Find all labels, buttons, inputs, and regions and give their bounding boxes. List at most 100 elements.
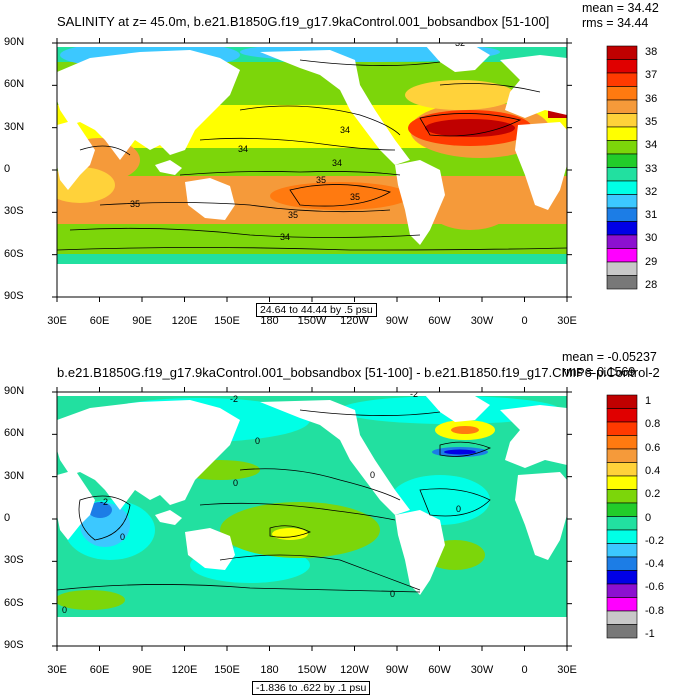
latitude-label: 0 [4,512,11,524]
bottom-colorbar-label: -0.6 [645,581,664,594]
top-colorbar-swatch [606,72,638,87]
longitude-label: 30W [470,664,494,676]
bottom-colorbar-swatch [606,475,638,490]
top-colorbar-label: 35 [645,115,658,128]
bottom-contour-label: -2 [230,394,238,404]
bottom-colorbar-label: -0.8 [645,604,664,617]
top-salinity-map: 32 34 34 34 35 35 35 35 34 [57,38,567,297]
longitude-label: 30W [470,315,494,327]
bottom-colorbar-swatch [606,583,638,598]
top-contour-label: 34 [280,232,290,242]
top-colorbar-label: 36 [645,92,658,105]
latitude-label: 90N [4,36,25,48]
longitude-label: 30E [47,315,67,327]
top-range-label: 24.64 to 44.44 by .5 psu [256,303,377,317]
top-south-pacific-core [270,182,410,210]
top-contour-label: 32 [455,38,465,48]
longitude-label: 120W [340,664,369,676]
latitude-label: 0 [4,163,11,175]
top-colorbar-label: 33 [645,162,658,175]
top-contour-label: 34 [238,144,248,154]
longitude-label: 180 [260,664,279,676]
bottom-rms-value: rms = 0.1569 [562,365,636,379]
latitude-label: 60N [4,78,25,91]
top-colorbar-swatch [606,221,638,236]
bottom-colorbar-swatch [606,435,638,450]
bottom-contour-label: 0 [255,436,260,446]
top-colorbar-swatch [606,99,638,114]
longitude-label: 90E [132,664,152,676]
bottom-contour-label: 0 [390,589,395,599]
latitude-label: 30S [4,205,24,218]
longitude-label: 90W [385,315,409,327]
top-colorbar-label: 28 [645,279,658,291]
longitude-label: 60E [89,664,110,676]
top-colorbar-swatch [606,113,638,128]
longitude-label: 60W [428,664,451,676]
top-contour-label: 35 [130,199,140,209]
longitude-label: 0 [521,664,528,676]
top-colorbar-swatch [606,126,638,141]
bottom-colorbar-swatch [606,597,638,612]
bottom-contour-label: 0 [233,478,238,488]
bottom-colorbar-swatch [606,610,638,625]
bottom-colorbar-swatch [606,516,638,531]
bottom-colorbar-label: 0 [645,511,652,524]
top-colorbar-label: 37 [645,69,658,82]
latitude-label: 60S [4,596,24,609]
top-colorbar-label: 34 [645,139,658,152]
top-colorbar-swatch [606,248,638,263]
top-antarctic-band [57,254,567,266]
colorbars [606,45,638,639]
bottom-colorbar-swatch [606,408,638,423]
latitude-label: 90S [4,290,24,302]
bottom-contour-label: 0 [62,605,67,615]
longitude-label: 150E [214,664,240,676]
latitude-label: 30N [4,469,25,482]
bottom-colorbar-swatch [606,543,638,558]
bottom-range-label: -1.836 to .622 by .1 psu [252,681,371,695]
longitude-label: 90W [385,664,409,676]
latitude-label: 90S [4,639,24,651]
longitude-label: 150W [297,315,327,327]
longitude-label: 60W [428,315,451,327]
longitude-label: 90E [132,315,152,327]
top-land [57,43,567,297]
top-contour-label: 35 [350,192,360,202]
longitude-label: 30E [47,664,67,676]
top-colorbar-label: 30 [645,232,658,245]
bottom-colorbar-label: 0.8 [645,418,661,431]
bottom-colorbar-swatch [606,556,638,571]
bottom-colorbar-swatch [606,448,638,463]
top-colorbar-swatch [606,207,638,222]
bottom-colorbar-swatch [606,502,638,517]
latitude-label: 60N [4,427,25,440]
bottom-colorbar-swatch [606,529,638,544]
longitude-label: 150W [297,664,327,676]
longitude-label: 180 [260,315,279,327]
top-colorbar-swatch [606,167,638,182]
bottom-colorbar-label: 0.2 [645,488,661,501]
top-rms-value: rms = 34.44 [582,16,649,30]
longitude-label: 30E [557,315,577,327]
top-contour-label: 34 [340,125,350,135]
latitude-label: 30S [4,554,24,567]
top-colorbar-label: 31 [645,209,658,222]
bottom-pacific-high [272,528,308,540]
bottom-plot-title: b.e21.B1850G.f19_g17.9kaControl.001_bobs… [57,365,660,380]
bottom-colorbar-label: -0.4 [645,558,664,571]
top-contour-label: 34 [332,158,342,168]
bottom-contour-label: -2 [410,389,418,399]
bottom-colorbar-swatch [606,489,638,504]
bottom-contour-label: 0 [120,532,125,542]
top-colorbar-swatch [606,275,638,290]
bottom-colorbar-label: -1 [645,628,655,640]
latitude-label: 30N [4,120,25,133]
top-mean-value: mean = 34.42 [582,1,659,15]
top-colorbar-swatch [606,59,638,74]
bottom-contour-lines [57,409,491,593]
top-colorbar-label: 32 [645,185,658,198]
latitude-label: 60S [4,247,24,260]
top-colorbar-swatch [606,86,638,101]
bottom-colorbar-swatch [606,394,638,409]
